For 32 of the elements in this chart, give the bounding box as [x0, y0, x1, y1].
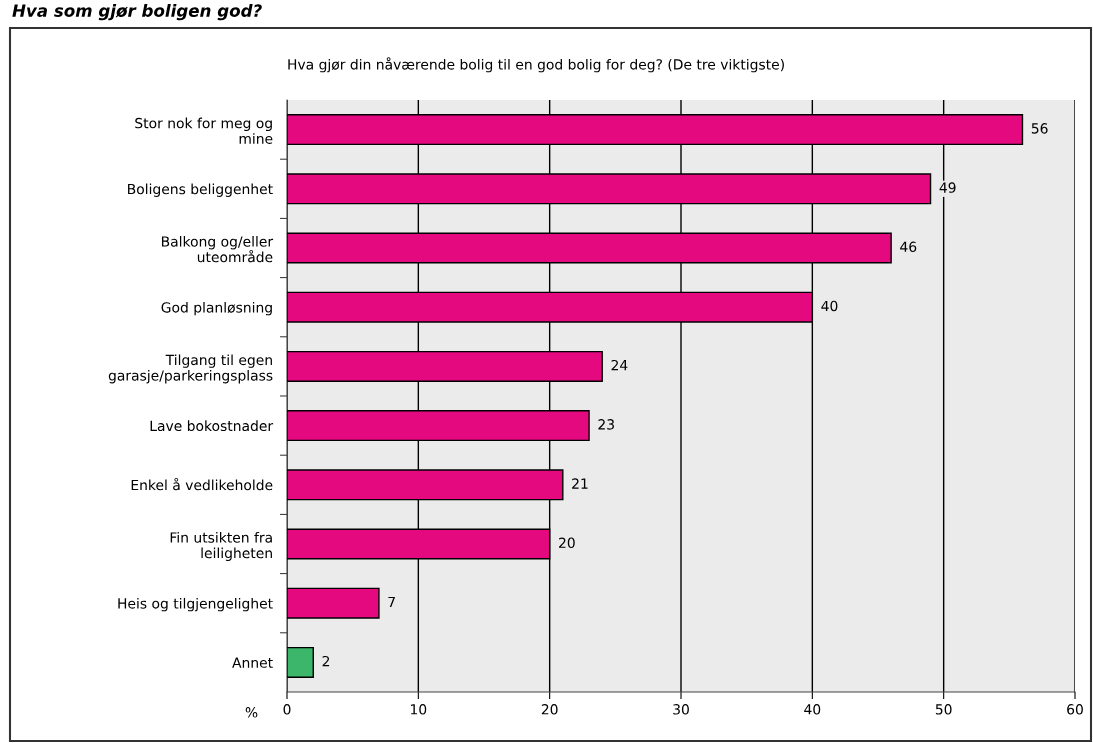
- y-tick-label: Fin utsikten fra leiligheten: [170, 532, 272, 561]
- x-tick-label: 50: [935, 704, 952, 715]
- x-tick-label: 20: [541, 704, 558, 715]
- y-tick-label: Tilgang til egen garasje/parkeringsplass: [108, 354, 273, 384]
- data-label: 23: [598, 419, 614, 430]
- data-label: 24: [611, 359, 628, 371]
- y-tick-label: God planløsning: [161, 301, 272, 316]
- bar: [287, 646, 314, 678]
- x-tick-label: 30: [673, 704, 689, 715]
- data-label: 20: [559, 537, 575, 549]
- y-tick-label: Heis og tilgjengelighet: [118, 597, 273, 612]
- data-label: 49: [939, 182, 956, 193]
- chart-subtitle: Hva gjør din nåværende bolig til en god bolig for deg? (De tre viktigste): [288, 57, 784, 73]
- data-label: 7: [388, 596, 395, 608]
- y-tick-label: Enkel å vedlikeholde: [131, 477, 273, 491]
- x-tick-label: 60: [1067, 704, 1083, 715]
- y-tick-label: Boligens beliggenhet: [128, 183, 273, 197]
- data-label: 56: [1031, 123, 1048, 134]
- y-tick-label: Lave bokostnader: [150, 420, 274, 432]
- data-label: 21: [572, 478, 588, 489]
- data-label: 46: [900, 241, 917, 253]
- y-tick-label: Balkong og/eller uteområde: [161, 236, 274, 263]
- bar: [287, 587, 380, 619]
- x-axis-title: %: [245, 707, 258, 718]
- x-tick-label: 0: [283, 704, 291, 715]
- y-tick-label: Annet: [232, 657, 273, 668]
- text: Hva som gjør boligen god?: [12, 4, 262, 21]
- data-label: 40: [821, 300, 838, 312]
- x-tick-label: 40: [804, 704, 821, 715]
- data-label: 2: [322, 655, 330, 667]
- x-tick-label: 10: [411, 704, 427, 715]
- y-tick-label: Stor nok for meg og mine: [135, 117, 273, 144]
